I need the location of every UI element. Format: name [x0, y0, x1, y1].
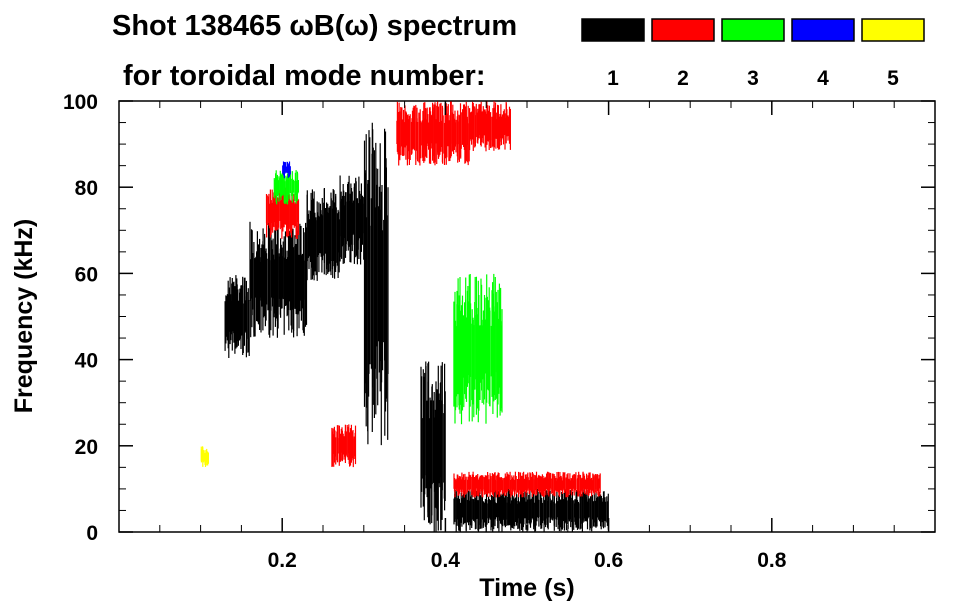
legend-swatch-1	[581, 18, 645, 42]
y-tick-label: 100	[63, 91, 98, 114]
region-mode-1-6	[453, 488, 609, 532]
x-axis-label: Time (s)	[479, 574, 574, 602]
region-mode-3-13	[453, 273, 503, 425]
x-tick-label: 0.6	[594, 549, 623, 572]
region-mode-1-5	[420, 361, 446, 532]
x-tick-label: 0.8	[757, 549, 787, 572]
region-mode-1-2	[306, 188, 340, 281]
y-tick-label: 20	[75, 436, 98, 459]
legend-label-5: 5	[887, 67, 899, 90]
spectrum-regions	[200, 101, 609, 532]
chart-title-line2: for toroidal mode number:	[123, 60, 486, 92]
region-mode-2-10	[453, 471, 601, 498]
legend: 1 2 3 4 5	[581, 18, 925, 90]
region-mode-2-8	[396, 101, 471, 166]
legend-label-1: 1	[607, 67, 619, 90]
region-mode-1-3	[339, 175, 365, 265]
legend-label-4: 4	[817, 67, 829, 90]
x-tick-label: 0.2	[268, 549, 297, 572]
legend-swatch-3	[721, 18, 785, 42]
region-mode-3-12	[273, 170, 299, 205]
region-mode-2-9	[469, 101, 511, 152]
y-tick-label: 80	[75, 177, 98, 200]
legend-label-3: 3	[747, 67, 759, 90]
y-tick-label: 60	[75, 263, 98, 286]
x-tick-label: 0.4	[431, 549, 461, 572]
axis-ticks: 0.2 0.4 0.6 0.8 0 20 40 60 80 100	[63, 91, 935, 572]
y-tick-label: 40	[75, 350, 98, 373]
region-mode-4-14	[282, 161, 291, 179]
y-tick-label: 0	[86, 522, 98, 545]
region-mode-1-0	[224, 275, 250, 358]
chart-title-line1: Shot 138465 ωB(ω) spectrum	[112, 10, 517, 42]
y-axis-label: Frequency (kHz)	[10, 219, 38, 413]
legend-label-2: 2	[677, 67, 689, 90]
legend-swatch-4	[791, 18, 855, 42]
region-mode-5-15	[200, 446, 209, 467]
region-mode-2-11	[331, 424, 357, 468]
region-mode-1-4	[363, 122, 389, 446]
legend-swatch-2	[651, 18, 715, 42]
legend-swatch-5	[861, 18, 925, 42]
region-mode-1-1	[249, 221, 308, 338]
